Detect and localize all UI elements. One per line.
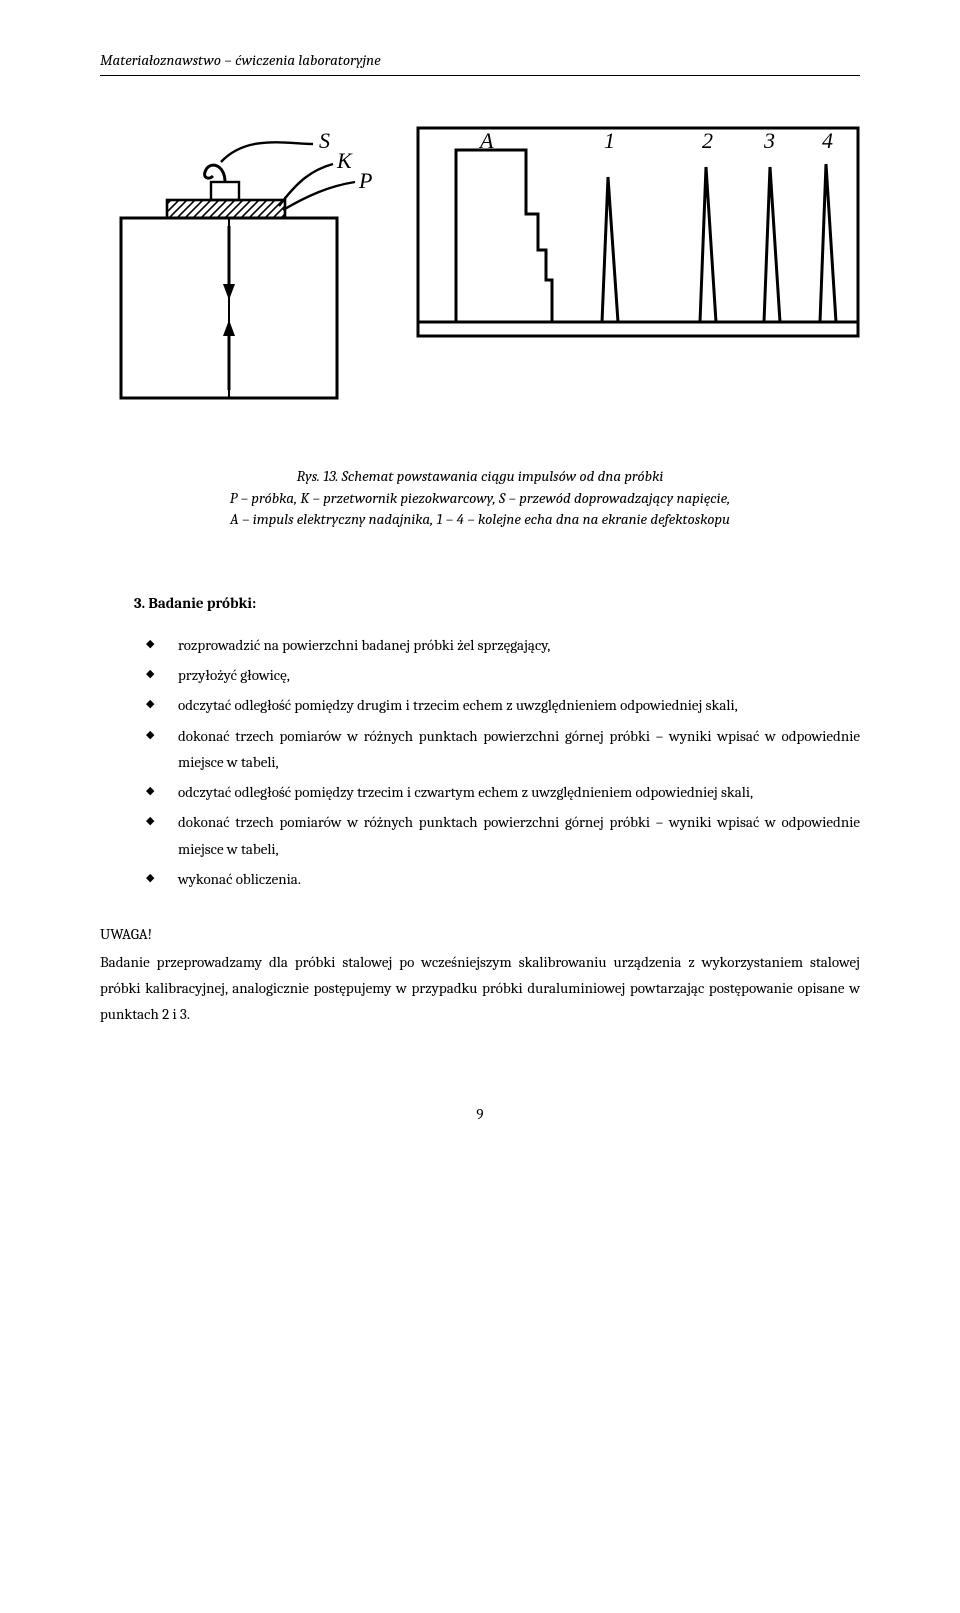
uwaga-label: UWAGA! xyxy=(100,922,860,947)
label-P: P xyxy=(358,168,372,193)
list-item: odczytać odległość pomiędzy trzecim i cz… xyxy=(134,779,860,805)
label-3: 3 xyxy=(763,128,775,153)
procedure-list: rozprowadzić na powierzchni badanej prób… xyxy=(134,632,860,892)
list-item: wykonać obliczenia. xyxy=(134,866,860,892)
uwaga-body: Badanie przeprowadzamy dla próbki stalow… xyxy=(100,949,860,1028)
label-A: A xyxy=(478,128,494,153)
figure-caption: Rys. 13. Schemat powstawania ciągu impul… xyxy=(108,466,852,531)
figure-right: A 1 2 3 4 xyxy=(412,122,864,344)
figure-left: S K P xyxy=(97,122,382,412)
page-number: 9 xyxy=(100,1102,860,1127)
label-4: 4 xyxy=(822,128,833,153)
label-S: S xyxy=(319,128,330,153)
list-item: odczytać odległość pomiędzy drugim i trz… xyxy=(134,692,860,718)
running-head: Materiałoznawstwo – ćwiczenia laboratory… xyxy=(100,48,860,73)
list-item: dokonać trzech pomiarów w różnych punkta… xyxy=(134,809,860,862)
label-K: K xyxy=(336,148,353,173)
label-1: 1 xyxy=(604,128,615,153)
figure-row: S K P A 1 2 3 4 xyxy=(100,122,860,412)
label-2: 2 xyxy=(702,128,713,153)
caption-line1: Rys. 13. Schemat powstawania ciągu impul… xyxy=(230,467,730,529)
list-item: dokonać trzech pomiarów w różnych punkta… xyxy=(134,723,860,776)
list-item: rozprowadzić na powierzchni badanej prób… xyxy=(134,632,860,658)
header-rule xyxy=(100,75,860,76)
section-heading: 3. Badanie próbki: xyxy=(134,591,860,616)
list-item: przyłożyć głowicę, xyxy=(134,662,860,688)
